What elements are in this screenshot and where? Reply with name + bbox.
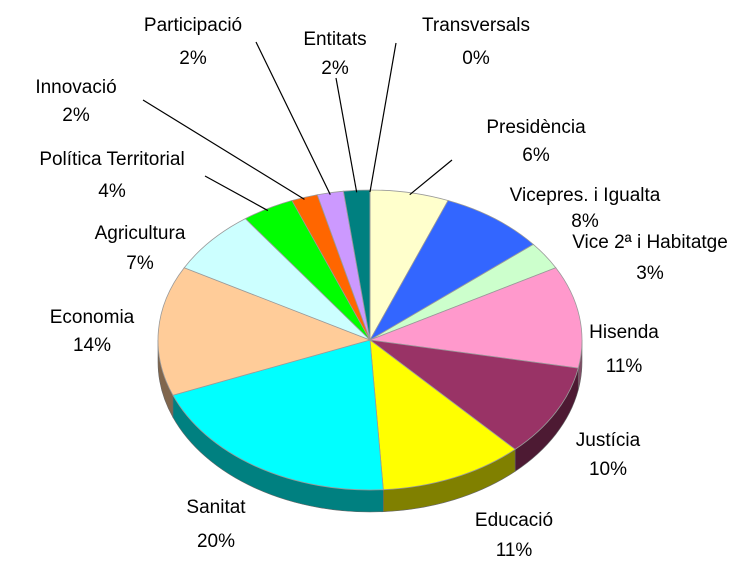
leader-line <box>255 41 331 195</box>
slice-value-label: 3% <box>636 263 664 284</box>
slice-value-label: 14% <box>73 335 111 356</box>
leader-line <box>369 42 397 193</box>
slice-value-label: 0% <box>462 48 490 69</box>
slice-label: Vicepres. i Igualta <box>510 185 661 206</box>
slice-label: Participació <box>144 15 242 36</box>
slice <box>368 200 535 342</box>
slice-value-label: 11% <box>606 356 643 377</box>
slice-value-label: 4% <box>98 181 126 202</box>
slice-label: Entitats <box>303 29 366 50</box>
slice-label: Agricultura <box>95 223 186 244</box>
slice <box>157 267 372 396</box>
slice-label: Hisenda <box>589 322 659 343</box>
slice-value-label: 7% <box>126 253 154 274</box>
slice-value-label: 2% <box>179 48 207 69</box>
slice-label: Justícia <box>576 430 641 451</box>
leader-line <box>204 175 269 212</box>
leader-line <box>409 159 453 196</box>
slice-value-label: 11% <box>496 540 533 561</box>
slice-label: Sanitat <box>186 497 246 518</box>
slice-label: Vice 2ª i Habitatge <box>572 232 728 253</box>
slice-label: Economia <box>50 307 135 328</box>
slice <box>172 339 384 491</box>
slice-value-label: 6% <box>522 145 550 166</box>
slice-label: Política Territorial <box>39 149 184 170</box>
leader-line <box>335 77 358 193</box>
slice-value-label: 2% <box>321 58 349 79</box>
slice-label: Transversals <box>422 15 530 36</box>
slice <box>369 339 516 491</box>
leader-line <box>142 99 305 200</box>
slice-value-label: 2% <box>62 105 90 126</box>
slice-label: Educació <box>475 510 553 531</box>
slice <box>368 339 579 450</box>
slice-label: Innovació <box>35 77 116 98</box>
slice-value-label: 8% <box>571 211 599 232</box>
slice-value-label: 20% <box>197 531 235 552</box>
slice-label: Presidència <box>486 117 586 138</box>
slice <box>369 267 583 369</box>
slice-value-label: 10% <box>589 459 627 480</box>
